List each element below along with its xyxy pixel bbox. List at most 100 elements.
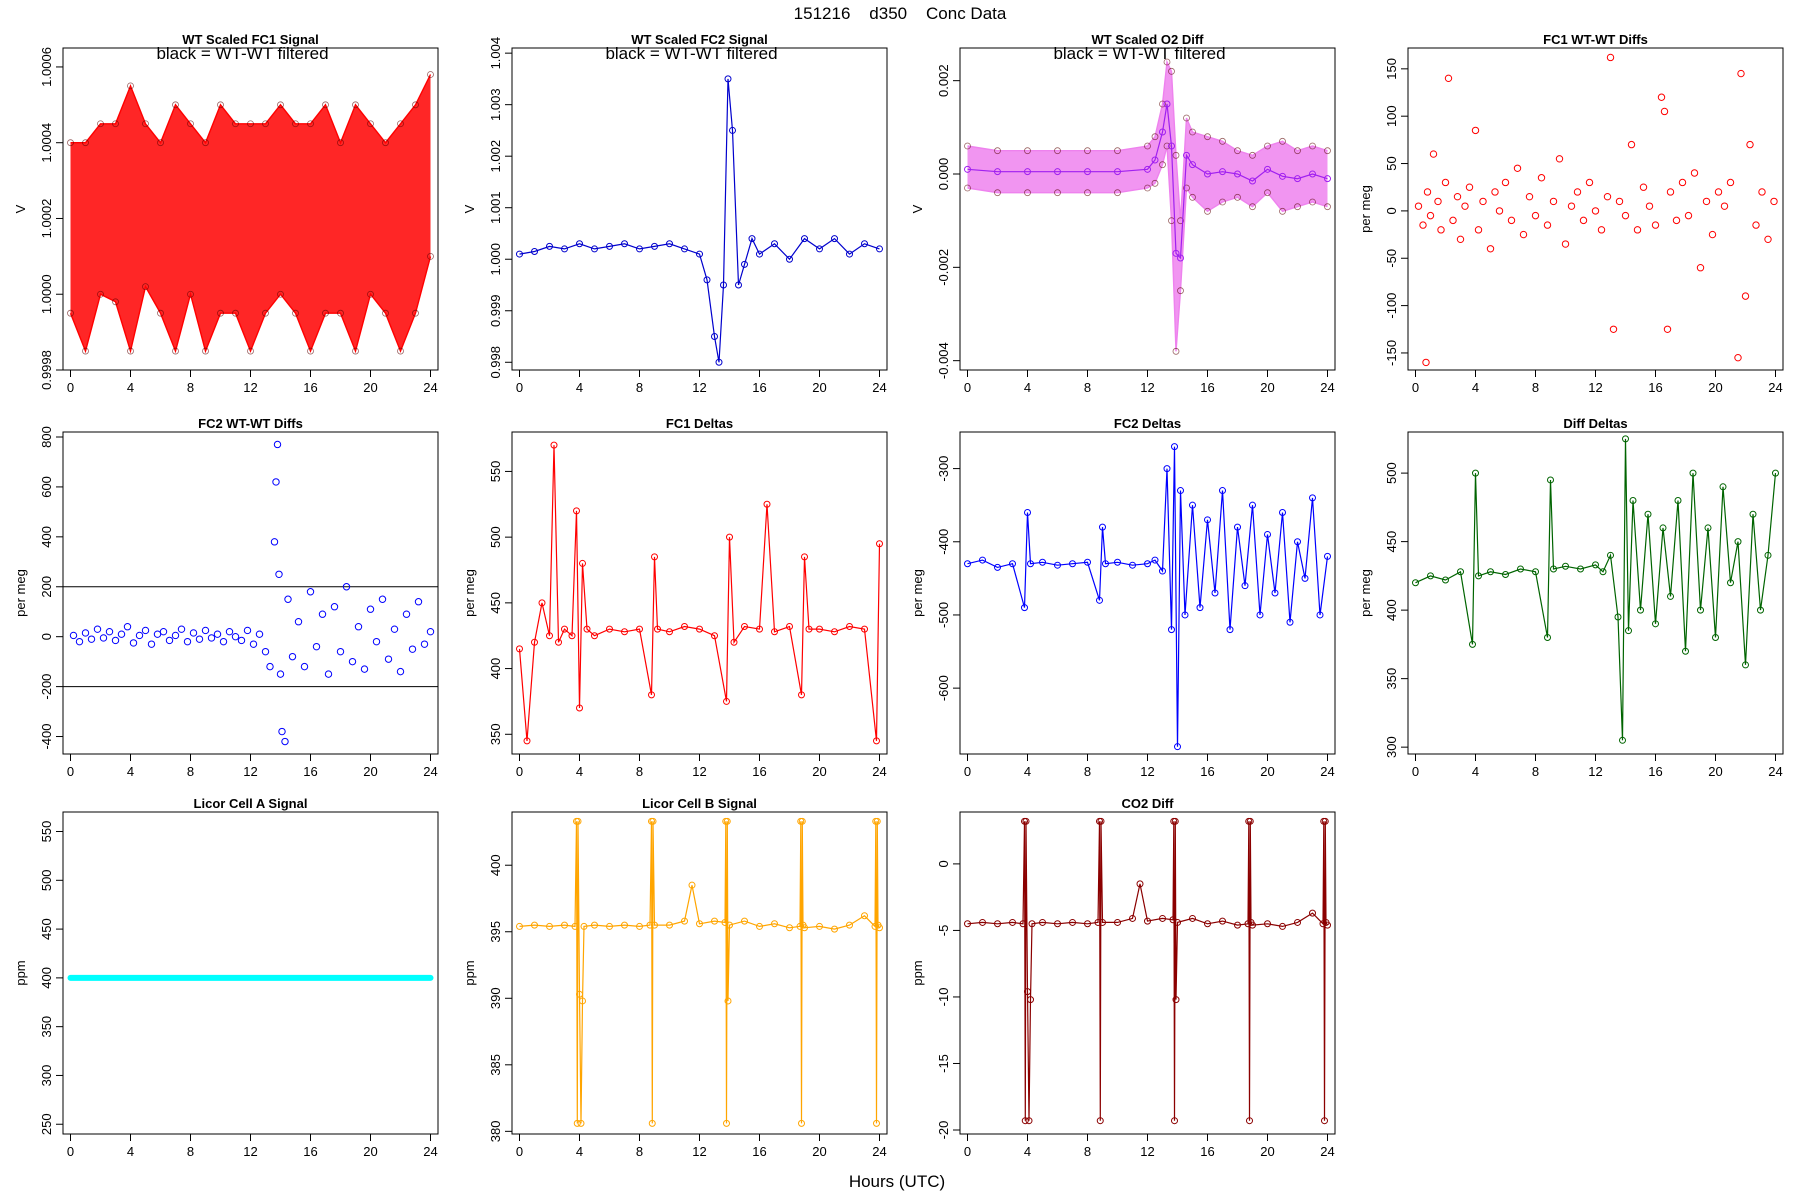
data-point [801,924,808,932]
data-point [573,1119,581,1127]
data-point [1094,918,1102,926]
data-point [105,627,114,636]
data-point [861,625,868,633]
data-point [1734,538,1742,546]
data-point [1249,177,1256,185]
data-point [1442,576,1449,584]
x-tick-label: 4 [1024,764,1031,779]
data-point [292,309,299,317]
y-axis-label: ppm [462,960,477,985]
data-point [1159,161,1166,169]
data-point [1163,58,1171,66]
x-tick-label: 4 [127,380,134,395]
data-point [654,625,661,633]
x-tick-label: 12 [1140,1144,1154,1159]
data-point [1457,568,1464,576]
data-point [1159,914,1166,922]
data-point [1487,568,1494,576]
x-tick-label: 20 [363,764,377,779]
data-point [606,242,613,250]
data-point [367,120,374,128]
data-point [1249,151,1256,159]
y-tick-label: 0.002 [936,64,951,97]
data-point [1426,211,1435,220]
data-point [1607,551,1614,559]
data-point [1084,558,1091,566]
data-point [1525,192,1534,201]
data-point [247,120,254,128]
data-point [516,922,523,930]
x-tick-label: 24 [1320,380,1334,395]
panel-title: FC1 WT-WT Diffs [1543,32,1648,47]
x-tick-label: 16 [1200,1144,1214,1159]
data-point [1495,207,1504,215]
y-tick-label: 150 [1384,58,1399,80]
data-point [1246,817,1254,825]
x-tick-label: 24 [423,1144,437,1159]
figure-shared-xlabel: Hours (UTC) [849,1172,945,1191]
data-point [583,625,591,633]
data-point [183,637,192,646]
x-tick-label: 20 [363,380,377,395]
y-tick-label: 300 [39,1065,54,1087]
data-point [1324,147,1331,155]
data-point [195,635,204,643]
data-point [1652,620,1659,628]
series-upper-edge [967,59,1328,221]
data-point [1054,920,1061,928]
x-tick-label: 20 [1260,1144,1274,1159]
y-tick-label: 350 [39,1016,54,1038]
data-point [1737,69,1745,78]
data-point [1159,128,1166,136]
data-point [550,441,558,449]
y-tick-label: -10 [936,988,951,1007]
data-point [816,922,823,930]
series-lower-edge [967,145,1328,352]
y-tick-label: 600 [39,476,54,498]
data-point [1027,996,1034,1004]
data-point [873,817,881,825]
data-point [724,997,732,1005]
data-point [82,139,89,147]
data-point [397,120,404,128]
data-point [261,647,270,656]
data-point [336,647,345,656]
panel-annotation: black = WT-WT filtered [1053,44,1225,63]
data-point [1419,221,1427,229]
y-tick-label: -500 [936,602,951,628]
data-point [397,347,404,355]
data-point [384,655,393,663]
data-point [1719,483,1727,491]
data-point [1449,216,1457,225]
data-point [1429,150,1438,158]
data-point [207,634,216,642]
data-point [1708,230,1717,239]
data-point [1183,151,1190,159]
data-point [1749,510,1757,518]
data-point [307,120,314,128]
data-point [1301,574,1309,582]
data-point [1704,524,1712,532]
data-point [1444,74,1453,83]
data-point [1309,494,1316,502]
data-point [1657,93,1666,101]
x-tick-label: 12 [243,1144,257,1159]
data-point [262,120,269,128]
data-point [651,242,658,250]
data-point [1324,175,1331,183]
data-point [1309,142,1316,150]
data-point [546,632,553,640]
data-point [538,599,546,607]
y-axis-label: ppm [910,960,925,985]
data-point [123,622,132,631]
plot-area [964,58,1331,355]
data-point [1764,235,1772,244]
data-point [1144,184,1151,192]
data-point [741,260,748,268]
y-tick-label: 800 [39,426,54,448]
data-point [1279,172,1286,180]
data-point [330,603,339,611]
data-point [1189,193,1196,201]
data-point [1519,230,1528,239]
data-point [378,595,387,603]
